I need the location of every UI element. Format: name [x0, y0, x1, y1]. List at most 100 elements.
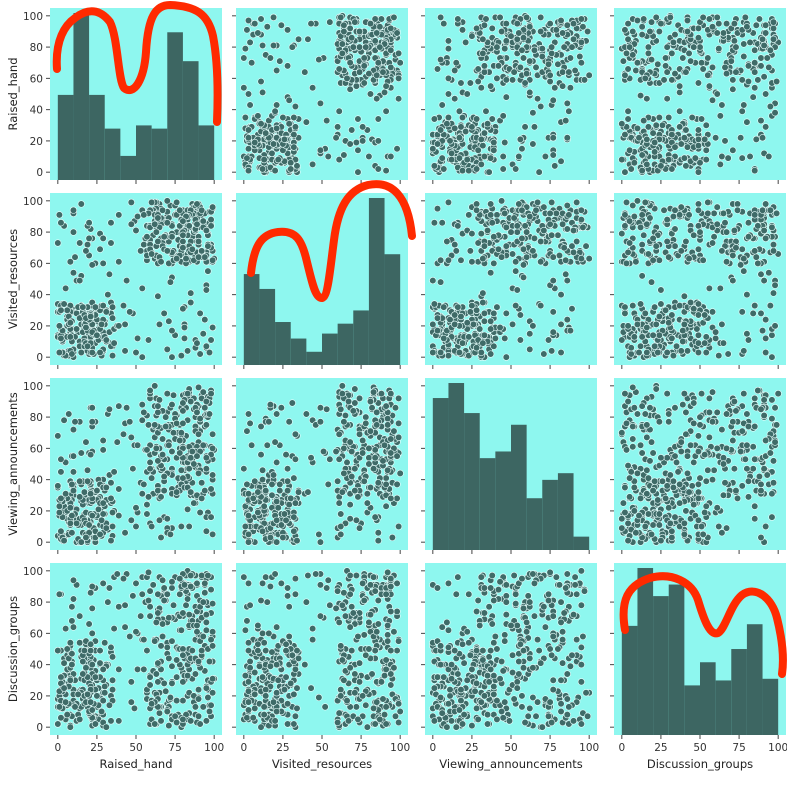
scatter-point	[332, 447, 340, 456]
scatter-point	[526, 23, 534, 31]
scatter-point	[657, 537, 665, 545]
scatter-point	[643, 323, 651, 332]
scatter-point	[666, 471, 674, 479]
scatter-point	[101, 689, 109, 697]
scatter-point	[548, 49, 556, 57]
scatter-point	[651, 148, 659, 156]
scatter-point	[644, 49, 653, 57]
scatter-point	[68, 350, 76, 358]
scatter-point	[710, 233, 718, 241]
scatter-point	[316, 146, 325, 154]
scatter-point	[646, 214, 654, 222]
scatter-point	[158, 451, 167, 459]
scatter-point	[201, 589, 209, 597]
scatter-point	[665, 156, 673, 164]
scatter-point	[490, 342, 498, 350]
scatter-point	[479, 298, 487, 307]
scatter-point	[519, 245, 528, 253]
histogram-bar	[306, 351, 322, 365]
scatter-point	[87, 589, 95, 597]
scatter-point	[104, 598, 112, 606]
scatter-point	[702, 156, 710, 164]
scatter-point	[680, 134, 688, 142]
scatter-point	[72, 519, 81, 528]
scatter-point	[143, 446, 151, 454]
scatter-point	[618, 120, 626, 128]
scatter-point	[290, 527, 298, 535]
scatter-point	[293, 162, 301, 170]
scatter-point	[96, 245, 104, 253]
scatter-point	[382, 480, 390, 488]
scatter-point	[140, 665, 148, 673]
scatter-point	[480, 68, 489, 76]
scatter-point	[741, 455, 749, 463]
scatter-point	[55, 502, 63, 510]
scatter-point	[168, 578, 176, 586]
scatter-point	[530, 46, 539, 54]
scatter-point	[704, 466, 712, 474]
scatter-point	[69, 206, 78, 214]
scatter-point	[633, 16, 642, 25]
scatter-point	[69, 576, 78, 584]
scatter-point	[473, 306, 481, 314]
scatter-point	[499, 152, 507, 161]
scatter-point	[704, 71, 712, 79]
scatter-point	[204, 267, 212, 275]
scatter-point	[168, 327, 176, 335]
scatter-point	[677, 247, 685, 255]
scatter-point	[569, 226, 578, 235]
histogram-bar	[368, 198, 385, 365]
scatter-point	[768, 396, 776, 404]
scatter-point	[148, 250, 156, 258]
scatter-point	[374, 115, 382, 123]
scatter-point	[160, 472, 168, 481]
scatter-point	[683, 143, 692, 151]
scatter-point	[521, 79, 529, 87]
scatter-point	[740, 40, 748, 48]
scatter-point	[96, 530, 104, 538]
scatter-point	[438, 154, 446, 162]
scatter-point	[146, 681, 154, 689]
scatter-point	[737, 134, 745, 142]
scatter-point	[151, 220, 159, 228]
scatter-point	[209, 600, 217, 608]
scatter-point	[749, 309, 757, 318]
scatter-point	[323, 116, 331, 125]
scatter-point	[740, 101, 748, 109]
scatter-point	[146, 673, 154, 681]
scatter-point	[99, 259, 107, 267]
scatter-point	[180, 323, 189, 332]
scatter-point	[655, 113, 663, 122]
scatter-point	[433, 65, 442, 73]
scatter-point	[627, 350, 635, 358]
scatter-point	[288, 43, 296, 51]
scatter-point	[316, 99, 325, 107]
scatter-point	[715, 45, 723, 53]
scatter-point	[562, 270, 570, 278]
scatter-point	[348, 472, 356, 481]
scatter-point	[244, 126, 253, 134]
panel-raised-hand-vs-visited-resources	[232, 8, 408, 184]
scatter-point	[633, 197, 642, 205]
scatter-point	[149, 581, 157, 589]
scatter-point	[752, 21, 760, 29]
scatter-point	[316, 418, 325, 426]
scatter-point	[160, 233, 168, 241]
scatter-point	[768, 490, 776, 498]
scatter-point	[440, 334, 448, 343]
scatter-point	[443, 237, 451, 246]
scatter-point	[694, 488, 703, 496]
scatter-point	[96, 659, 104, 667]
scatter-point	[127, 698, 135, 706]
scatter-point	[680, 292, 688, 300]
scatter-point	[493, 211, 501, 219]
scatter-point	[721, 219, 729, 227]
scatter-point	[168, 353, 176, 361]
scatter-point	[487, 211, 495, 219]
scatter-point	[199, 703, 207, 711]
scatter-point	[248, 59, 256, 67]
scatter-point	[537, 258, 545, 266]
scatter-point	[716, 160, 724, 168]
scatter-point	[209, 689, 217, 697]
scatter-point	[158, 576, 167, 584]
